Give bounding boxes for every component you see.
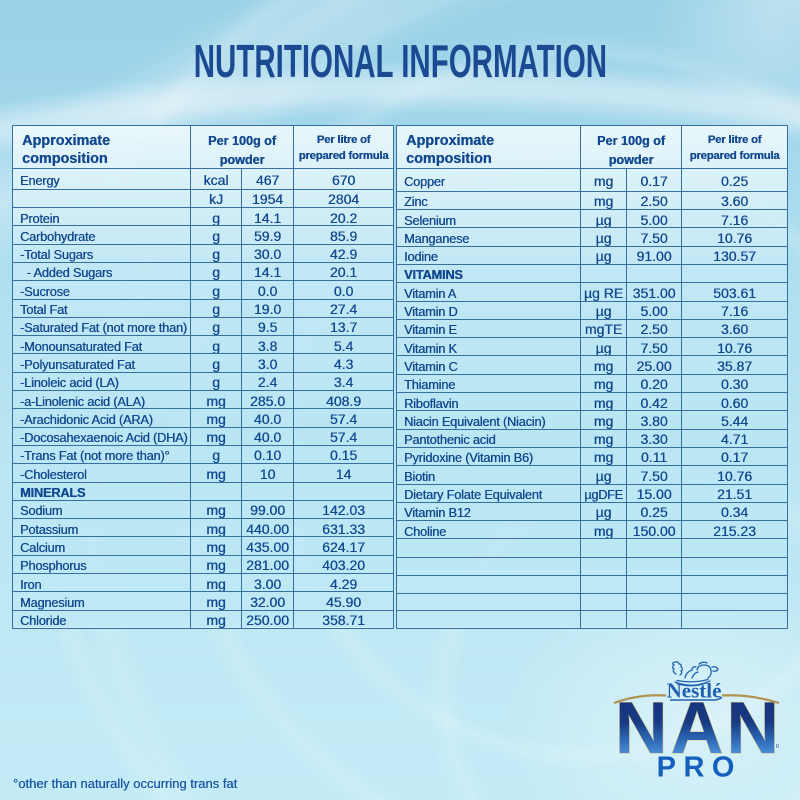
svg-text:PRO: PRO — [657, 752, 742, 784]
svg-text:Nestlé: Nestlé — [667, 679, 722, 703]
svg-text:NAN: NAN — [615, 688, 782, 769]
svg-text:R: R — [776, 744, 780, 750]
